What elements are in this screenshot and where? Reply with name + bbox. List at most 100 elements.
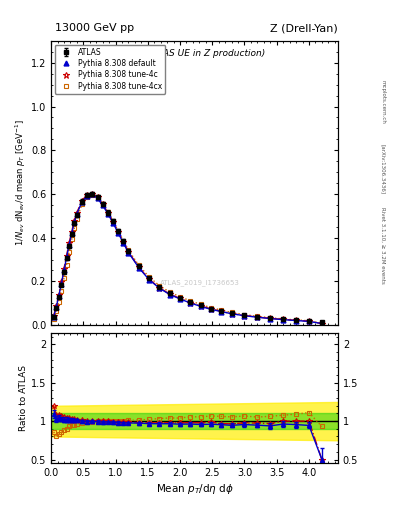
Pythia 8.308 default [121,240,126,246]
Pythia 8.308 tune-4c [198,303,203,309]
Pythia 8.308 default [75,210,79,217]
Pythia 8.308 tune-4cx [51,315,56,322]
Pythia 8.308 default [219,309,224,315]
Pythia 8.308 tune-4cx [69,237,74,243]
Pythia 8.308 tune-4c [188,300,193,306]
Pythia 8.308 tune-4cx [320,320,324,326]
Pythia 8.308 tune-4c [167,291,172,297]
Pythia 8.308 tune-4cx [268,314,273,321]
Pythia 8.308 tune-4c [121,239,126,245]
Pythia 8.308 tune-4cx [178,294,182,300]
Pythia 8.308 tune-4c [67,240,72,246]
Pythia 8.308 tune-4c [62,266,66,272]
Pythia 8.308 tune-4c [136,264,141,270]
Pythia 8.308 tune-4c [51,313,56,319]
Line: Pythia 8.308 default: Pythia 8.308 default [51,192,324,326]
Text: ATLAS_2019_I1736653: ATLAS_2019_I1736653 [160,279,240,286]
Pythia 8.308 tune-4c [59,279,64,285]
Pythia 8.308 default [320,321,324,327]
Pythia 8.308 default [268,315,273,322]
Pythia 8.308 tune-4c [100,201,105,207]
Pythia 8.308 tune-4cx [121,238,126,244]
Pythia 8.308 tune-4cx [255,313,260,319]
Pythia 8.308 tune-4cx [242,312,247,318]
Pythia 8.308 tune-4c [209,306,213,312]
Pythia 8.308 tune-4cx [188,298,193,304]
Pythia 8.308 default [126,249,131,255]
Line: Pythia 8.308 tune-4c: Pythia 8.308 tune-4c [51,190,325,327]
Pythia 8.308 default [167,291,172,297]
Pythia 8.308 tune-4c [72,218,77,224]
Pythia 8.308 tune-4c [110,219,115,225]
Pythia 8.308 default [95,195,100,201]
Pythia 8.308 default [64,254,69,261]
Y-axis label: $1/N_{ev}$ dN$_{ev}$/d mean $p_T$ [GeV$^{-1}$]: $1/N_{ev}$ dN$_{ev}$/d mean $p_T$ [GeV$^… [14,120,28,246]
Pythia 8.308 default [90,191,95,198]
Text: Z (Drell-Yan): Z (Drell-Yan) [270,23,338,33]
Pythia 8.308 tune-4c [229,310,234,316]
Pythia 8.308 tune-4c [54,303,59,309]
Pythia 8.308 tune-4c [178,295,182,302]
Pythia 8.308 tune-4c [219,308,224,314]
Pythia 8.308 default [72,219,77,225]
Pythia 8.308 tune-4c [64,252,69,259]
Pythia 8.308 tune-4cx [100,201,105,207]
Pythia 8.308 tune-4c [147,276,151,282]
Pythia 8.308 default [188,300,193,306]
Pythia 8.308 default [59,281,64,287]
Pythia 8.308 tune-4c [75,209,79,216]
Pythia 8.308 default [157,285,162,291]
Text: 13000 GeV pp: 13000 GeV pp [55,23,134,33]
Pythia 8.308 tune-4cx [57,298,61,305]
Pythia 8.308 tune-4c [126,249,131,255]
Pythia 8.308 tune-4cx [67,249,72,255]
Pythia 8.308 tune-4cx [80,201,84,207]
Pythia 8.308 tune-4cx [294,317,298,323]
Pythia 8.308 tune-4cx [105,209,110,215]
Pythia 8.308 default [57,292,61,298]
Pythia 8.308 default [85,193,90,199]
Pythia 8.308 default [229,311,234,317]
Text: mcplots.cern.ch: mcplots.cern.ch [381,80,386,124]
Pythia 8.308 default [54,304,59,310]
Line: Pythia 8.308 tune-4cx: Pythia 8.308 tune-4cx [51,192,324,326]
Pythia 8.308 default [136,265,141,271]
Pythia 8.308 tune-4c [95,194,100,200]
Pythia 8.308 tune-4cx [198,301,203,307]
Pythia 8.308 tune-4c [157,285,162,291]
Pythia 8.308 tune-4c [116,229,121,235]
Pythia 8.308 default [198,303,203,309]
Pythia 8.308 tune-4cx [126,247,131,253]
Pythia 8.308 default [116,230,121,236]
Pythia 8.308 default [147,276,151,283]
Pythia 8.308 default [255,314,260,321]
Pythia 8.308 default [307,318,311,325]
Pythia 8.308 tune-4cx [136,262,141,268]
Pythia 8.308 default [80,199,84,205]
Pythia 8.308 tune-4cx [110,218,115,224]
Pythia 8.308 default [100,202,105,208]
Pythia 8.308 tune-4cx [307,317,311,324]
Text: Rivet 3.1.10, ≥ 3.2M events: Rivet 3.1.10, ≥ 3.2M events [381,207,386,284]
Pythia 8.308 tune-4cx [229,309,234,315]
Pythia 8.308 default [209,306,213,312]
Pythia 8.308 tune-4cx [54,308,59,314]
Pythia 8.308 tune-4c [307,318,311,324]
Pythia 8.308 tune-4cx [59,288,64,294]
Y-axis label: Ratio to ATLAS: Ratio to ATLAS [19,365,28,431]
Pythia 8.308 tune-4cx [209,305,213,311]
Pythia 8.308 tune-4cx [90,191,95,198]
Pythia 8.308 tune-4cx [75,216,79,222]
Pythia 8.308 default [51,314,56,320]
Pythia 8.308 tune-4cx [95,195,100,201]
Pythia 8.308 tune-4c [281,316,286,323]
Pythia 8.308 tune-4c [69,228,74,234]
Pythia 8.308 tune-4c [57,291,61,297]
Pythia 8.308 default [294,317,298,324]
Pythia 8.308 default [178,296,182,302]
Legend: ATLAS, Pythia 8.308 default, Pythia 8.308 tune-4c, Pythia 8.308 tune-4cx: ATLAS, Pythia 8.308 default, Pythia 8.30… [55,45,165,94]
Pythia 8.308 tune-4c [320,321,324,327]
Pythia 8.308 tune-4c [85,191,90,198]
Pythia 8.308 default [110,220,115,226]
Pythia 8.308 tune-4c [80,198,84,204]
